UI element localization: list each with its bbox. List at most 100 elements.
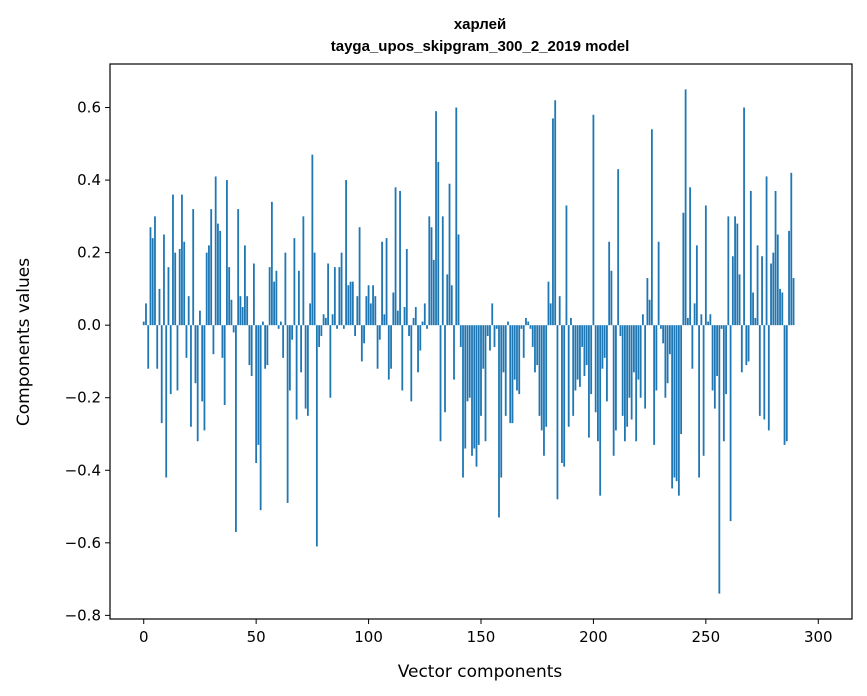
bar xyxy=(219,230,222,326)
bar xyxy=(729,325,732,522)
bar xyxy=(372,285,374,326)
bar xyxy=(273,281,276,326)
bar xyxy=(253,263,255,326)
bar xyxy=(410,325,413,402)
bar xyxy=(196,325,199,442)
bar xyxy=(716,325,718,376)
bar xyxy=(626,325,629,427)
bar xyxy=(534,325,536,373)
bar xyxy=(450,285,453,326)
bar xyxy=(603,325,606,358)
bar xyxy=(248,325,251,366)
bar xyxy=(615,325,617,431)
bar xyxy=(747,325,750,362)
bar xyxy=(169,325,172,395)
bar xyxy=(736,223,739,326)
bar xyxy=(749,190,752,326)
bar xyxy=(691,325,694,369)
bar xyxy=(351,281,354,326)
bar xyxy=(713,325,716,409)
bar xyxy=(275,270,278,326)
bars-group xyxy=(142,89,795,594)
bar xyxy=(752,292,754,326)
bar xyxy=(331,314,334,326)
bar xyxy=(677,325,680,496)
bar xyxy=(295,325,298,420)
bar xyxy=(417,325,419,373)
y-axis-ticks: −0.8 −0.6 −0.4 −0.2 0.0 0.2 0.4 0.6 xyxy=(65,99,110,624)
bar xyxy=(396,310,399,326)
bar xyxy=(686,317,689,326)
bar xyxy=(601,325,604,369)
bar xyxy=(477,325,480,445)
bar xyxy=(720,325,723,329)
bar xyxy=(190,325,192,427)
bar xyxy=(709,314,712,326)
bar xyxy=(306,325,309,416)
bar xyxy=(466,325,469,402)
bar xyxy=(624,325,626,442)
bar xyxy=(392,292,395,326)
bar xyxy=(704,205,707,326)
bar xyxy=(574,325,577,391)
bar xyxy=(284,252,287,326)
bar xyxy=(610,270,613,326)
x-tick-label: 50 xyxy=(247,628,266,646)
bar xyxy=(262,321,264,326)
y-tick-label: 0.6 xyxy=(77,99,101,117)
bar xyxy=(405,249,408,326)
bar xyxy=(689,187,692,326)
bar xyxy=(583,325,586,376)
x-tick-label: 150 xyxy=(467,628,496,646)
bar xyxy=(498,325,500,518)
bar xyxy=(347,285,350,326)
bar xyxy=(594,325,597,413)
bar xyxy=(770,263,772,326)
bar xyxy=(561,325,563,464)
bar xyxy=(731,256,734,326)
bar xyxy=(226,180,228,326)
bar xyxy=(237,209,240,326)
bar xyxy=(428,216,431,326)
bar xyxy=(387,325,390,380)
bar xyxy=(459,325,462,347)
bar xyxy=(282,325,285,358)
bar xyxy=(563,325,566,467)
bar xyxy=(201,325,204,402)
bar xyxy=(522,325,525,358)
bar xyxy=(695,245,698,326)
y-tick-label: −0.4 xyxy=(65,461,101,479)
bar xyxy=(232,325,235,333)
bar xyxy=(711,325,714,391)
bar xyxy=(646,278,649,326)
bar xyxy=(662,325,665,344)
bar xyxy=(329,325,332,398)
bar xyxy=(419,325,422,351)
bar xyxy=(291,325,294,340)
bar xyxy=(655,325,658,391)
bar xyxy=(527,321,530,326)
bar xyxy=(187,296,190,326)
bar xyxy=(369,303,372,326)
bar xyxy=(360,325,363,362)
bar xyxy=(327,263,329,326)
bar xyxy=(763,325,766,420)
bar xyxy=(565,205,568,326)
bar xyxy=(315,325,318,547)
bar xyxy=(338,267,341,326)
bar xyxy=(619,325,622,337)
bar xyxy=(545,325,548,427)
bar xyxy=(266,325,269,366)
x-tick-label: 0 xyxy=(139,628,149,646)
bar xyxy=(324,317,327,326)
bar xyxy=(482,325,485,369)
bar xyxy=(495,325,498,329)
bar xyxy=(556,325,559,500)
bar xyxy=(700,314,703,326)
bar xyxy=(599,325,602,496)
bar xyxy=(484,325,487,442)
bar xyxy=(176,325,179,391)
bar xyxy=(543,325,545,456)
bar xyxy=(590,325,593,395)
bar xyxy=(181,194,183,326)
